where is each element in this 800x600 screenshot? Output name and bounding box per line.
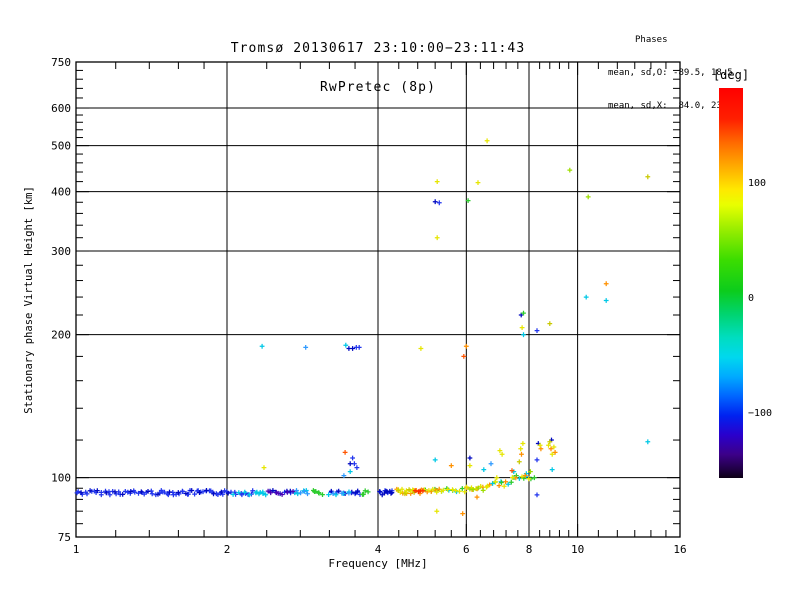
colorbar-label: [deg] — [712, 68, 750, 82]
phases-heading: Phases — [635, 35, 668, 45]
data-points-cyan — [230, 294, 651, 498]
colorbar-tick-label: 0 — [748, 293, 755, 304]
colorbar — [719, 88, 743, 478]
title-line2: RwPretec (8p) — [319, 80, 437, 95]
colorbar-tick-label: 100 — [748, 178, 767, 189]
data-points-violet — [265, 488, 296, 497]
data-points-olive — [395, 174, 651, 497]
y-tick-label: 400 — [51, 186, 71, 199]
data-points-navy — [78, 199, 554, 498]
y-tick-label: 500 — [51, 140, 71, 153]
x-tick-label: 2 — [224, 543, 231, 556]
data-points-yellowgreen — [467, 167, 591, 493]
x-tick-label: 16 — [673, 543, 686, 556]
x-axis-label: Frequency [MHz] — [328, 557, 428, 570]
x-tick-label: 6 — [463, 543, 470, 556]
data-points-skyblue — [294, 345, 494, 497]
data-points-red — [412, 488, 426, 495]
y-tick-label: 100 — [51, 472, 71, 485]
x-tick-label: 4 — [375, 543, 382, 556]
colorbar-tick-label: −100 — [748, 408, 773, 419]
x-tick-label: 10 — [571, 543, 584, 556]
y-tick-label: 75 — [58, 531, 71, 544]
x-tick-label: 1 — [73, 543, 80, 556]
plot-title: Tromsø 20130617 23:10:00−23:11:43 RwPret… — [76, 16, 680, 120]
data-points-yellow — [261, 138, 557, 514]
phases-o-line: mean, sd,O: -89.5, 18.5 — [608, 68, 733, 78]
y-tick-label: 200 — [51, 329, 71, 342]
y-tick-label: 750 — [51, 56, 71, 69]
y-tick-label: 300 — [51, 245, 71, 258]
title-line1: Tromsø 20130617 23:10:00−23:11:43 — [230, 41, 526, 56]
y-tick-label: 600 — [51, 102, 71, 115]
data-points-redorange — [342, 354, 515, 473]
x-tick-label: 8 — [526, 543, 533, 556]
data-points-blue — [74, 200, 540, 498]
